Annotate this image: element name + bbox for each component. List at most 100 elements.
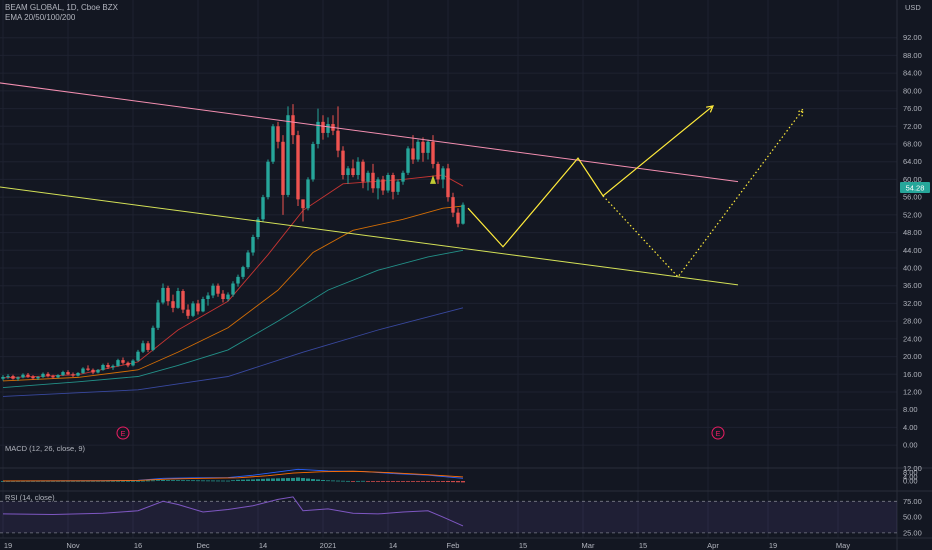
price-tick-label: 80.00: [903, 86, 922, 95]
candle-body: [66, 372, 70, 375]
macd-histogram-bar: [141, 480, 145, 482]
macd-tick-label: 4.00: [903, 472, 918, 481]
candle-body: [381, 179, 385, 191]
macd-histogram-bar: [331, 480, 335, 482]
price-tick-label: 0.00: [903, 441, 918, 450]
price-tick-label: 88.00: [903, 51, 922, 60]
price-tick-label: 72.00: [903, 122, 922, 131]
macd-histogram-bar: [186, 480, 190, 482]
candle-body: [76, 372, 80, 376]
macd-histogram-bar: [211, 480, 215, 482]
macd-histogram-bar: [361, 480, 365, 482]
ema-line: [2, 205, 464, 382]
candle-body: [351, 168, 355, 175]
candle-body: [451, 197, 455, 213]
macd-histogram-bar: [101, 480, 105, 482]
ema-line: [2, 249, 464, 389]
time-tick-label: Nov: [66, 541, 80, 550]
candle-body: [186, 309, 190, 316]
macd-histogram-bar: [356, 480, 360, 482]
candle-body: [291, 115, 295, 136]
macd-histogram-bar: [391, 481, 395, 482]
macd-histogram-bar: [326, 480, 330, 482]
rsi-label: RSI (14, close): [5, 493, 55, 502]
candle-body: [251, 237, 255, 253]
macd-histogram-bar: [86, 480, 90, 482]
macd-histogram-bar: [71, 480, 75, 482]
macd-histogram-bar: [221, 480, 225, 482]
macd-histogram-bar: [256, 479, 260, 481]
candle-body: [211, 285, 215, 296]
candle-body: [86, 368, 90, 370]
price-tick-label: 28.00: [903, 317, 922, 326]
rsi-line: [2, 496, 464, 527]
macd-histogram-bar: [21, 480, 25, 482]
candle-body: [431, 141, 435, 164]
macd-histogram-bar: [316, 479, 320, 481]
candle-body: [326, 124, 330, 133]
macd-histogram-bar: [306, 478, 310, 481]
macd-histogram-bar: [196, 480, 200, 482]
price-tick-label: 8.00: [903, 405, 918, 414]
candle-body: [416, 141, 420, 160]
indicator-legend[interactable]: EMA 20/50/100/200: [5, 13, 76, 22]
candle-body: [191, 303, 195, 316]
macd-histogram-bar: [421, 481, 425, 482]
candle-body: [306, 179, 310, 209]
candle-body: [396, 181, 400, 192]
candle-body: [426, 141, 430, 153]
macd-histogram-bar: [456, 481, 460, 483]
candle-body: [321, 121, 325, 133]
candle-body: [156, 302, 160, 328]
macd-histogram-bar: [246, 479, 250, 481]
macd-histogram-bar: [131, 480, 135, 482]
candle-body: [6, 376, 10, 378]
candle-body: [311, 144, 315, 180]
macd-tick-label: 0.00: [903, 477, 918, 486]
macd-histogram-bar: [161, 480, 165, 481]
macd-histogram-bar: [281, 478, 285, 481]
time-tick-label: 16: [134, 541, 142, 550]
price-tick-label: 16.00: [903, 370, 922, 379]
rsi-band: [0, 501, 897, 533]
candle-body: [441, 168, 445, 180]
candle-body: [11, 376, 15, 379]
macd-histogram-bar: [236, 479, 240, 481]
macd-histogram-bar: [191, 480, 195, 482]
macd-histogram-bar: [51, 480, 55, 482]
macd-histogram-bar: [386, 481, 390, 482]
candle-body: [301, 199, 305, 209]
candle-body: [216, 285, 220, 294]
price-axis: 92.00 88.00 84.00 80.00 76.00 72.00 68.00 64.00…: [903, 33, 922, 449]
candle-body: [286, 115, 290, 195]
macd-histogram-bar: [41, 480, 45, 482]
candle-body: [176, 291, 180, 308]
price-badge: 54.28: [900, 182, 930, 193]
symbol-title[interactable]: BEAM GLOBAL, 1D, Cboe BZX: [5, 3, 118, 12]
candle-body: [116, 360, 120, 366]
candle-body: [406, 148, 410, 173]
macd-histogram-bar: [266, 478, 270, 481]
candle-body: [271, 126, 275, 162]
candle-body: [261, 197, 265, 220]
price-tick-label: 60.00: [903, 175, 922, 184]
projection-arrowhead: [706, 105, 714, 113]
lower-channel-line: [0, 186, 739, 286]
macd-histogram-bar: [136, 480, 140, 482]
time-tick-label: Apr: [707, 541, 719, 550]
macd-histogram-bar: [346, 480, 350, 482]
price-tick-label: 32.00: [903, 299, 922, 308]
macd-histogram-bar: [366, 481, 370, 482]
macd-histogram-bar: [61, 480, 65, 482]
candle-body: [246, 252, 250, 268]
macd-histogram-bar: [291, 477, 295, 481]
price-tick-label: 36.00: [903, 281, 922, 290]
time-tick-label: 15: [519, 541, 527, 550]
macd-signal-line: [2, 470, 464, 482]
price-tick-label: 44.00: [903, 246, 922, 255]
macd-histogram-bar: [56, 480, 60, 482]
macd-histogram-bar: [231, 480, 235, 482]
candle-body: [41, 373, 45, 377]
price-tick-label: 64.00: [903, 157, 922, 166]
